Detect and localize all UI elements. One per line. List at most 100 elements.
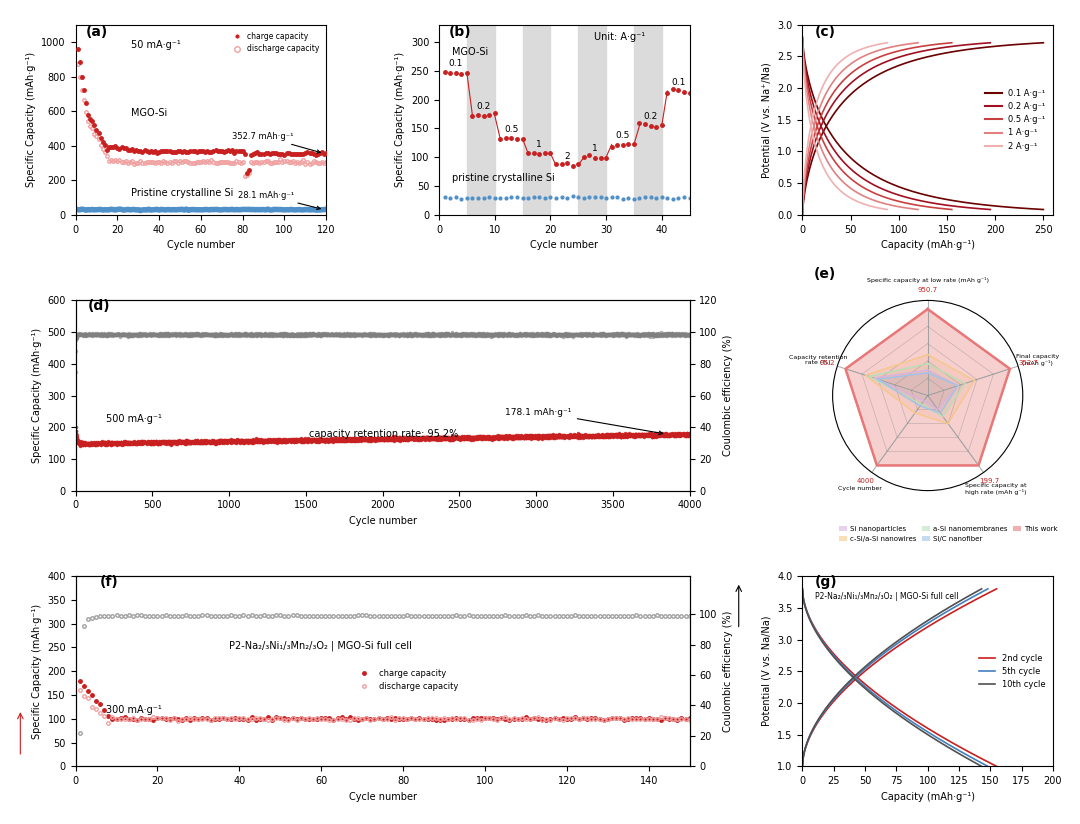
10th cycle — [975, 584, 988, 594]
5th cycle — [804, 731, 816, 741]
Text: 50 mA·g⁻¹: 50 mA·g⁻¹ — [131, 40, 180, 49]
charge capacity — [417, 714, 430, 724]
Text: 95.2: 95.2 — [820, 360, 835, 366]
Text: 0.5: 0.5 — [616, 131, 630, 140]
5th cycle — [966, 592, 978, 602]
2nd cycle — [804, 731, 816, 741]
Y-axis label: Potential (V vs. Na⁺/Na): Potential (V vs. Na⁺/Na) — [761, 62, 771, 178]
Y-axis label: Specific Capacity (mAh·g⁻¹): Specific Capacity (mAh·g⁻¹) — [31, 604, 42, 739]
X-axis label: Capacity (mAh·g⁻¹): Capacity (mAh·g⁻¹) — [880, 792, 974, 802]
X-axis label: Capacity (mAh·g⁻¹): Capacity (mAh·g⁻¹) — [880, 240, 974, 250]
5th cycle — [982, 584, 995, 594]
Text: 1: 1 — [592, 144, 598, 153]
charge capacity — [577, 713, 590, 723]
2nd cycle — [796, 761, 809, 771]
Legend: charge capacity, discharge capacity: charge capacity, discharge capacity — [352, 665, 461, 694]
Y-axis label: Coulombic efficiency (%): Coulombic efficiency (%) — [724, 611, 733, 732]
2nd cycle — [808, 723, 821, 733]
discharge capacity — [278, 714, 291, 724]
Polygon shape — [869, 363, 966, 416]
5th cycle — [846, 676, 859, 686]
Text: P2-Na₂/₃Ni₁/₃Mn₂/₃O₂ | MGO-Si full cell: P2-Na₂/₃Ni₁/₃Mn₂/₃O₂ | MGO-Si full cell — [229, 640, 411, 651]
Y-axis label: Specific Capacity (mAh·g⁻¹): Specific Capacity (mAh·g⁻¹) — [31, 328, 42, 463]
Text: 352.7: 352.7 — [1018, 360, 1038, 366]
Y-axis label: Specific Capacity (mAh·g⁻¹): Specific Capacity (mAh·g⁻¹) — [395, 52, 405, 187]
2nd cycle — [832, 691, 845, 701]
discharge capacity — [684, 715, 697, 725]
Line: charge capacity: charge capacity — [78, 679, 691, 722]
2nd cycle — [990, 584, 1003, 594]
10th cycle — [804, 731, 816, 741]
Text: 0.1: 0.1 — [448, 59, 463, 68]
discharge capacity — [581, 713, 594, 723]
Text: MGO-Si: MGO-Si — [451, 47, 488, 57]
discharge capacity — [396, 713, 409, 723]
charge capacity — [73, 676, 86, 686]
charge capacity — [684, 714, 697, 723]
charge capacity — [495, 714, 508, 723]
5th cycle — [972, 589, 985, 599]
Text: 500 mA·g⁻¹: 500 mA·g⁻¹ — [106, 414, 162, 424]
2nd cycle — [981, 589, 994, 599]
Text: capacity retention rate: 95.2%: capacity retention rate: 95.2% — [309, 429, 458, 439]
charge capacity — [274, 714, 287, 723]
2nd cycle — [973, 592, 986, 602]
charge capacity — [597, 715, 610, 725]
Text: (b): (b) — [449, 25, 472, 39]
2nd cycle — [848, 676, 861, 686]
Text: Pristine crystalline Si: Pristine crystalline Si — [131, 188, 233, 198]
Bar — [523, 25, 551, 215]
Text: 199.7: 199.7 — [980, 478, 1000, 484]
10th cycle — [960, 592, 973, 602]
Text: 0.5: 0.5 — [504, 125, 518, 134]
discharge capacity — [319, 714, 332, 723]
Bar — [467, 25, 495, 215]
10th cycle — [807, 723, 820, 733]
Legend: charge capacity, discharge capacity: charge capacity, discharge capacity — [227, 29, 323, 57]
X-axis label: Cycle number: Cycle number — [349, 792, 417, 802]
Text: (a): (a) — [85, 25, 108, 39]
charge capacity — [314, 714, 327, 723]
Legend: Si nanoparticles, c-Si/a-Si nanowires, a-Si nanomembranes, Si/C nanofiber, This : Si nanoparticles, c-Si/a-Si nanowires, a… — [836, 523, 1061, 545]
Bar — [578, 25, 606, 215]
Text: P2-Na₂/₃Ni₁/₃Mn₂/₃O₂ | MGO-Si full cell: P2-Na₂/₃Ni₁/₃Mn₂/₃O₂ | MGO-Si full cell — [815, 592, 958, 601]
Bar — [634, 25, 662, 215]
X-axis label: Cycle number: Cycle number — [167, 240, 235, 250]
Text: (d): (d) — [87, 299, 110, 313]
Text: 950.7: 950.7 — [918, 287, 937, 293]
discharge capacity — [102, 719, 114, 728]
10th cycle — [843, 676, 856, 686]
X-axis label: Cycle number: Cycle number — [530, 240, 598, 250]
X-axis label: Cycle number: Cycle number — [349, 516, 417, 526]
5th cycle — [831, 691, 843, 701]
discharge capacity — [499, 713, 512, 723]
Text: 28.1 mAh·g⁻¹: 28.1 mAh·g⁻¹ — [239, 190, 321, 209]
Text: 2: 2 — [564, 152, 570, 161]
Text: Unit: A·g⁻¹: Unit: A·g⁻¹ — [594, 32, 646, 42]
discharge capacity — [421, 714, 434, 723]
Text: 178.1 mAh·g⁻¹: 178.1 mAh·g⁻¹ — [505, 408, 663, 435]
Text: (g): (g) — [815, 574, 838, 588]
discharge capacity — [73, 686, 86, 695]
Text: pristine crystalline Si: pristine crystalline Si — [451, 173, 554, 183]
Line: 2nd cycle: 2nd cycle — [802, 589, 997, 766]
Line: discharge capacity: discharge capacity — [78, 689, 691, 725]
charge capacity — [392, 714, 405, 724]
Text: 4000: 4000 — [856, 478, 875, 484]
Y-axis label: Potential (V vs. Na/Na): Potential (V vs. Na/Na) — [761, 616, 771, 727]
Legend: 0.1 A·g⁻¹, 0.2 A·g⁻¹, 0.5 A·g⁻¹, 1 A·g⁻¹, 2 A·g⁻¹: 0.1 A·g⁻¹, 0.2 A·g⁻¹, 0.5 A·g⁻¹, 1 A·g⁻¹… — [982, 86, 1049, 154]
Polygon shape — [865, 354, 974, 424]
Text: 352.7 mAh·g⁻¹: 352.7 mAh·g⁻¹ — [232, 132, 321, 153]
Line: 10th cycle: 10th cycle — [802, 589, 982, 766]
10th cycle — [967, 589, 980, 599]
Y-axis label: Coulombic efficiency (%): Coulombic efficiency (%) — [724, 335, 733, 456]
Legend: 2nd cycle, 5th cycle, 10th cycle: 2nd cycle, 5th cycle, 10th cycle — [975, 650, 1049, 692]
Text: 0.2: 0.2 — [644, 112, 658, 121]
Text: 300 mA·g⁻¹: 300 mA·g⁻¹ — [106, 705, 162, 715]
Polygon shape — [846, 309, 1010, 466]
Polygon shape — [878, 372, 958, 413]
5th cycle — [807, 723, 820, 733]
Text: (c): (c) — [815, 25, 836, 39]
Y-axis label: Specific Capacity (mAh·g⁻¹): Specific Capacity (mAh·g⁻¹) — [26, 52, 36, 187]
Text: 0.1: 0.1 — [672, 77, 686, 87]
